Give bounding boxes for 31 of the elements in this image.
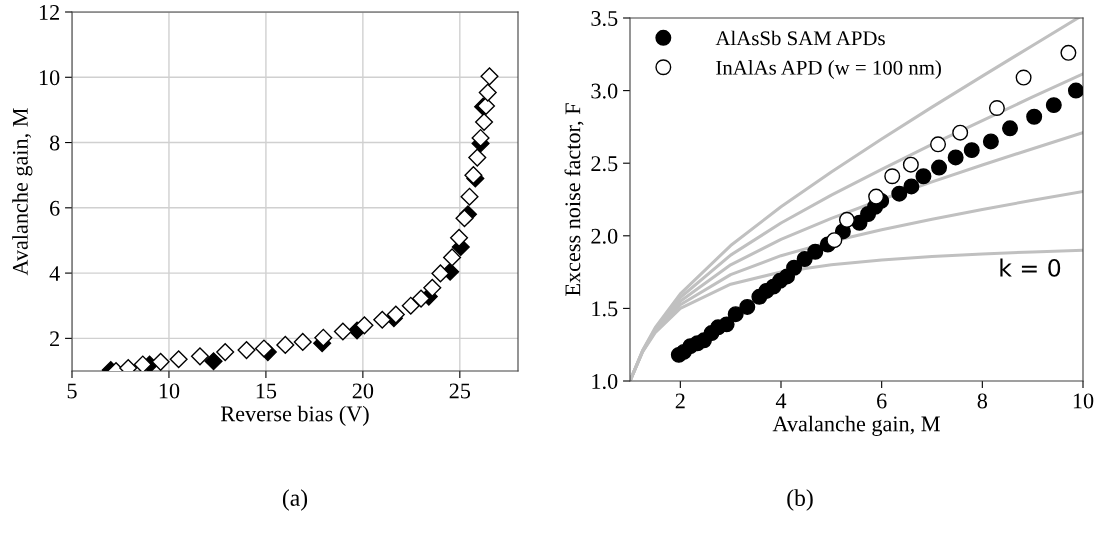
y-tick-label: 1.5 bbox=[592, 301, 618, 317]
y-tick-label: 12 bbox=[39, 4, 59, 20]
legend-label: AlAsSb SAM APDs bbox=[715, 30, 885, 46]
x-tick-label: 10 bbox=[1073, 393, 1094, 409]
text: (a) bbox=[282, 489, 308, 511]
x-tick-label: 4 bbox=[775, 393, 787, 409]
x-tick-label: 8 bbox=[977, 393, 988, 409]
x-tick-label: 5 bbox=[67, 383, 77, 399]
annotation: k = 0 bbox=[1000, 258, 1061, 277]
text: (b) bbox=[787, 489, 813, 511]
y-axis-title: Avalanche gain, M bbox=[12, 108, 33, 276]
y-tick-label: 4 bbox=[49, 266, 60, 281]
x-tick-label: 25 bbox=[449, 383, 471, 399]
y-tick-label: 1.0 bbox=[592, 373, 618, 390]
y-tick-label: 3.0 bbox=[591, 83, 618, 99]
legend-label: InAlAs APD (w = 100 nm) bbox=[716, 60, 941, 79]
y-tick-label: 2.0 bbox=[591, 228, 618, 244]
y-tick-label: 10 bbox=[39, 70, 60, 86]
x-tick-label: 15 bbox=[256, 383, 277, 399]
x-tick-label: 6 bbox=[877, 393, 887, 409]
y-tick-label: 8 bbox=[49, 135, 60, 151]
x-axis-title: Avalanche gain, M bbox=[772, 415, 940, 436]
y-tick-label: 3.5 bbox=[591, 10, 618, 27]
y-tick-label: 2 bbox=[50, 331, 59, 347]
y-tick-label: 6 bbox=[50, 200, 60, 216]
x-tick-label: 2 bbox=[675, 393, 685, 409]
y-tick-label: 2.5 bbox=[591, 156, 618, 172]
x-axis-title: Reverse bias (V) bbox=[220, 405, 369, 426]
x-tick-label: 20 bbox=[352, 383, 374, 399]
y-axis-title: Excess noise factor, F bbox=[564, 103, 584, 296]
x-tick-label: 10 bbox=[159, 383, 180, 399]
